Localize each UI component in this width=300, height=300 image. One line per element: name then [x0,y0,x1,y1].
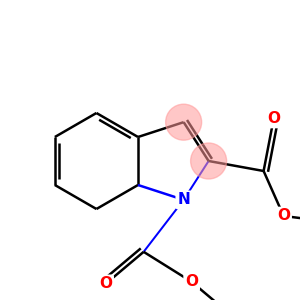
Circle shape [166,104,202,140]
Text: O: O [267,112,280,127]
Text: O: O [99,276,112,291]
Text: O: O [277,208,290,224]
Text: O: O [185,274,198,289]
Circle shape [190,143,226,179]
Text: N: N [177,192,190,207]
